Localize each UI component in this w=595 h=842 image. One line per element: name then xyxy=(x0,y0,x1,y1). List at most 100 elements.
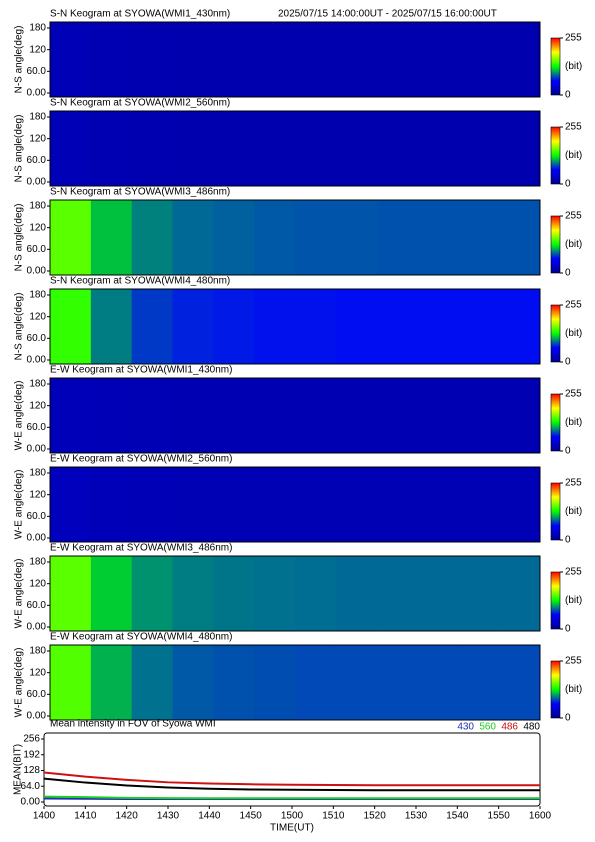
y-tick-label: 0.00 xyxy=(27,177,47,188)
colorbar-tick-label: 0 xyxy=(565,713,571,724)
heat-cell xyxy=(213,378,255,453)
heat-cell xyxy=(213,22,255,97)
heat-cell xyxy=(254,378,296,453)
heat-cell xyxy=(499,467,541,542)
heat-cell xyxy=(335,22,378,97)
heat-cell xyxy=(458,556,500,631)
heat-cell xyxy=(213,645,255,720)
y-tick-label: 120 xyxy=(29,44,46,55)
colorbar-tick-label: 0 xyxy=(565,446,571,457)
y-tick-label: 180 xyxy=(29,201,46,212)
heat-cell xyxy=(172,556,214,631)
colorbar-label: (bit) xyxy=(565,417,582,428)
heat-cell xyxy=(417,111,459,186)
colorbar-label: (bit) xyxy=(565,506,582,517)
y-tick-label: 60.0 xyxy=(27,333,47,344)
y-tick-label: 180 xyxy=(29,112,46,123)
plot-frame xyxy=(49,466,541,543)
heat-cell xyxy=(90,200,133,275)
colorbar-tick-label: 0 xyxy=(565,624,571,635)
heat-cell xyxy=(458,467,500,542)
x-tick-label: 1410 xyxy=(74,811,97,822)
heat-cell xyxy=(417,556,459,631)
panel-title: S-N Keogram at SYOWA(WMI3_486nm) xyxy=(50,187,230,198)
heat-cell xyxy=(50,200,92,275)
y-tick-label: 120 xyxy=(29,667,46,678)
heat-cell xyxy=(499,22,541,97)
heat-cell xyxy=(131,556,173,631)
heat-cell xyxy=(213,111,255,186)
colorbar xyxy=(550,571,561,630)
x-tick-label: 1520 xyxy=(364,811,387,822)
heat-cell xyxy=(172,467,214,542)
y-tick-label: 180 xyxy=(29,23,46,34)
heat-cell xyxy=(376,645,418,720)
panel-title: E-W Keogram at SYOWA(WMI1_430nm) xyxy=(50,365,232,376)
heat-cell xyxy=(295,111,337,186)
legend-entry: 486 xyxy=(501,722,518,733)
colorbar-label: (bit) xyxy=(565,239,582,250)
colorbar-tick-label: 255 xyxy=(565,389,582,400)
heat-cell xyxy=(213,467,255,542)
y-tick-label: 0.00 xyxy=(27,711,47,722)
heat-cell xyxy=(417,467,459,542)
heat-cell xyxy=(376,556,418,631)
heat-cell xyxy=(131,289,173,364)
heat-cell xyxy=(254,467,296,542)
heat-cell xyxy=(254,200,296,275)
y-tick-label: 180 xyxy=(29,646,46,657)
heat-cell xyxy=(376,378,418,453)
heat-cell xyxy=(376,289,418,364)
colorbar-label: (bit) xyxy=(565,684,582,695)
legend-entry: 480 xyxy=(523,722,540,733)
y-tick-label: 120 xyxy=(29,578,46,589)
heat-cell xyxy=(131,378,173,453)
heat-cell xyxy=(458,200,500,275)
colorbar-tick-label: 255 xyxy=(565,478,582,489)
x-tick-label: 1510 xyxy=(322,811,345,822)
y-tick-label: 0.00 xyxy=(27,355,47,366)
x-tick-label: 1600 xyxy=(529,811,552,822)
y-tick-label: 180 xyxy=(29,379,46,390)
panel-title: S-N Keogram at SYOWA(WMI2_560nm) xyxy=(50,98,230,109)
heat-cell xyxy=(295,556,337,631)
colorbar xyxy=(550,393,561,452)
panel-title: E-W Keogram at SYOWA(WMI4_480nm) xyxy=(50,632,232,643)
colorbar xyxy=(550,37,561,96)
chart-title: Mean intensity in FOV of Syowa WMI xyxy=(50,719,216,730)
heat-cell xyxy=(295,200,337,275)
plot-frame xyxy=(43,732,541,807)
x-tick-label: 1420 xyxy=(116,811,139,822)
x-tick-label: 1550 xyxy=(488,811,511,822)
heat-cell xyxy=(50,22,92,97)
heat-cell xyxy=(499,556,541,631)
heat-cell xyxy=(295,22,337,97)
heat-cell xyxy=(172,378,214,453)
colorbar xyxy=(550,304,561,363)
colorbar-tick-label: 0 xyxy=(565,535,571,546)
y-tick-label: 120 xyxy=(29,400,46,411)
heat-cell xyxy=(335,111,378,186)
heat-cell xyxy=(254,111,296,186)
colorbar xyxy=(550,660,561,719)
heat-cell xyxy=(458,645,500,720)
colorbar-tick-label: 255 xyxy=(565,567,582,578)
heat-cell xyxy=(295,645,337,720)
y-tick-label: 0.00 xyxy=(27,533,47,544)
plot-frame xyxy=(49,644,541,721)
y-tick-label: 60.0 xyxy=(27,511,47,522)
heat-cell xyxy=(499,289,541,364)
x-tick-label: 1400 xyxy=(33,811,56,822)
colorbar-label: (bit) xyxy=(565,328,582,339)
heat-cell xyxy=(458,111,500,186)
y-axis-label: N-S angle(deg) xyxy=(14,204,25,272)
heat-cell xyxy=(335,645,378,720)
series-line xyxy=(43,777,540,792)
heat-cell xyxy=(295,467,337,542)
series-line xyxy=(43,771,540,787)
y-tick-label: 60.0 xyxy=(27,689,47,700)
y-tick-label: 120 xyxy=(29,489,46,500)
heat-cell xyxy=(50,378,92,453)
heat-cell xyxy=(254,289,296,364)
y-tick-label: 120 xyxy=(29,133,46,144)
